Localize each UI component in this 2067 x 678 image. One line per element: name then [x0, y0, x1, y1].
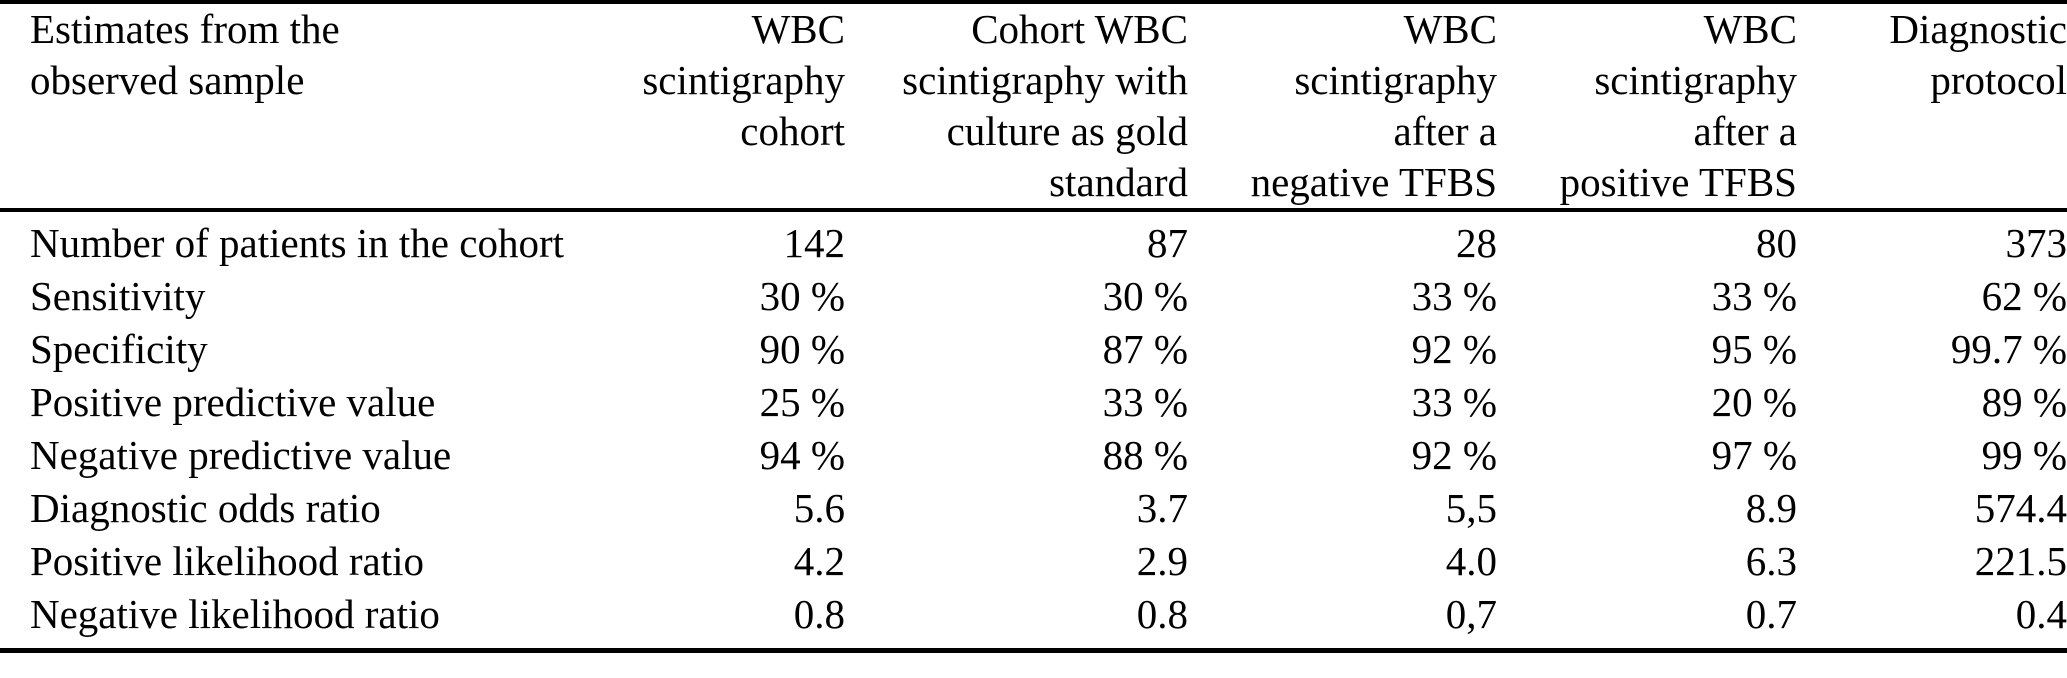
table-row: Sensitivity 30 % 30 % 33 % 33 % 62 %	[0, 270, 2067, 323]
cell-value: 33 %	[1711, 273, 1797, 319]
cell-value: 0.8	[793, 591, 845, 637]
cell-value: 33 %	[1411, 273, 1497, 319]
cell-value: 5,5	[1445, 485, 1497, 531]
cell-value: 0,7	[1445, 591, 1497, 637]
cell-value: 30 %	[1102, 273, 1188, 319]
cell-value: 89 %	[1981, 379, 2067, 425]
cell-value: 0.4	[2015, 591, 2067, 637]
table-row: Positive predictive value 25 % 33 % 33 %…	[0, 376, 2067, 429]
cell-value: 4.0	[1445, 538, 1497, 584]
table-row: Negative predictive value 94 % 88 % 92 %…	[0, 429, 2067, 482]
table-row: Positive likelihood ratio 4.2 2.9 4.0 6.…	[0, 535, 2067, 588]
cell-value: 99 %	[1981, 432, 2067, 478]
cell-value: 28	[1456, 220, 1497, 266]
column-header-wbc-cohort: WBC scintigraphy cohort	[590, 2, 845, 212]
row-label: Positive likelihood ratio	[30, 538, 425, 584]
cell-value: 0.7	[1745, 591, 1797, 637]
table-row: Diagnostic odds ratio 5.6 3.7 5,5 8.9 57…	[0, 482, 2067, 535]
cell-value: 97 %	[1711, 432, 1797, 478]
cell-value: 2.9	[1136, 538, 1188, 584]
row-label: Negative predictive value	[30, 432, 452, 478]
cell-value: 62 %	[1981, 273, 2067, 319]
cell-value: 80	[1756, 220, 1797, 266]
header-row: Estimates from the observed sample WBC s…	[0, 2, 2067, 212]
column-header-positive-tfbs: WBC scintigraphy after a positive TFBS	[1497, 2, 1797, 212]
cell-value: 33 %	[1411, 379, 1497, 425]
column-header-cohort-culture-gold-standard: Cohort WBC scintigraphy with culture as …	[845, 2, 1188, 212]
cell-value: 6.3	[1745, 538, 1797, 584]
cell-value: 88 %	[1102, 432, 1188, 478]
cell-value: 30 %	[759, 273, 845, 319]
cell-value: 92 %	[1411, 432, 1497, 478]
cell-value: 8.9	[1745, 485, 1797, 531]
diagnostic-estimates-table: Estimates from the observed sample WBC s…	[0, 0, 2067, 653]
row-label: Diagnostic odds ratio	[30, 485, 381, 531]
table-row: Number of patients in the cohort 142 87 …	[0, 210, 2067, 270]
cell-value: 3.7	[1136, 485, 1188, 531]
cell-value: 4.2	[793, 538, 845, 584]
cell-value: 92 %	[1411, 326, 1497, 372]
cell-value: 20 %	[1711, 379, 1797, 425]
cell-value: 0.8	[1136, 591, 1188, 637]
row-label: Negative likelihood ratio	[30, 591, 440, 637]
cell-value: 142	[783, 220, 846, 266]
table-row: Specificity 90 % 87 % 92 % 95 % 99.7 %	[0, 323, 2067, 376]
column-header-negative-tfbs: WBC scintigraphy after a negative TFBS	[1188, 2, 1497, 212]
cell-value: 5.6	[793, 485, 845, 531]
cell-value: 33 %	[1102, 379, 1188, 425]
table-row: Negative likelihood ratio 0.8 0.8 0,7 0.…	[0, 588, 2067, 651]
cell-value: 373	[2005, 220, 2067, 266]
cell-value: 87 %	[1102, 326, 1188, 372]
cell-value: 87	[1147, 220, 1188, 266]
cell-value: 94 %	[759, 432, 845, 478]
cell-value: 95 %	[1711, 326, 1797, 372]
cell-value: 221.5	[1974, 538, 2067, 584]
cell-value: 574.4	[1974, 485, 2067, 531]
column-header-diagnostic-protocol: Diagnostic protocol	[1797, 2, 2067, 212]
row-label: Sensitivity	[30, 273, 206, 319]
cell-value: 99.7 %	[1950, 326, 2067, 372]
cell-value: 25 %	[759, 379, 845, 425]
row-label: Number of patients in the cohort	[30, 220, 565, 266]
stub-header: Estimates from the observed sample	[0, 2, 590, 212]
row-label: Positive predictive value	[30, 379, 436, 425]
row-label: Specificity	[30, 326, 208, 372]
cell-value: 90 %	[759, 326, 845, 372]
